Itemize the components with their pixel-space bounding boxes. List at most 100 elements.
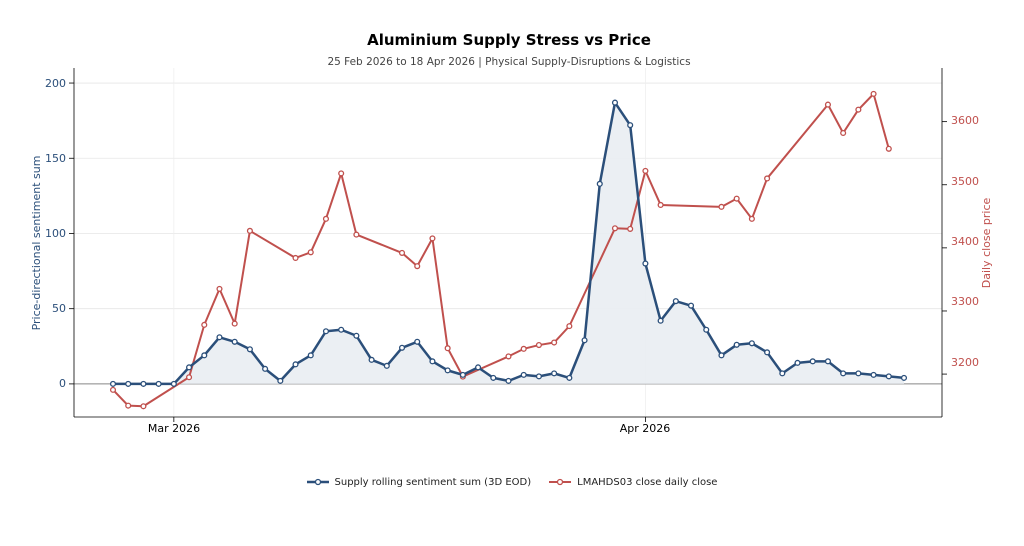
sentiment-point — [794, 359, 801, 366]
price-point — [566, 323, 573, 330]
sentiment-point — [733, 341, 740, 348]
price-point — [338, 170, 345, 177]
price-point — [246, 227, 253, 234]
price-point — [840, 129, 847, 137]
sentiment-point — [216, 334, 223, 341]
sentiment-point — [201, 352, 208, 359]
sentiment-point — [170, 380, 177, 387]
price-point — [109, 386, 117, 393]
sentiment-point — [246, 346, 253, 353]
legend-label-price: LMAHDS03 close daily close — [577, 476, 718, 488]
left-axis-label: Price-directional sentiment sum — [30, 156, 43, 331]
sentiment-point — [368, 356, 375, 363]
sentiment-point — [490, 374, 497, 381]
right-tick-label: 3400 — [951, 235, 979, 248]
sentiment-point — [231, 338, 238, 345]
sentiment-point — [277, 377, 284, 384]
sentiment-point — [870, 371, 877, 378]
price-point — [611, 225, 619, 232]
price-point — [201, 321, 208, 328]
left-tick-label: 200 — [45, 77, 66, 90]
x-tick-label: Apr 2026 — [620, 422, 671, 435]
chart-title: Aluminium Supply Stress vs Price — [367, 31, 651, 49]
sentiment-point — [581, 337, 588, 344]
x-axis-ticks: Mar 2026 Apr 2026 — [148, 422, 670, 435]
left-axis-ticks: 0 50 100 150 200 — [45, 77, 66, 390]
plot-frame — [73, 68, 943, 418]
sentiment-point — [687, 302, 695, 309]
sentiment-point — [353, 332, 360, 339]
sentiment-point — [611, 99, 619, 106]
sentiment-point — [748, 340, 755, 347]
sentiment-point — [459, 371, 466, 378]
sentiment-point — [764, 349, 771, 356]
price-line — [112, 92, 890, 408]
sentiment-point — [779, 370, 786, 377]
price-point — [505, 353, 512, 360]
price-point — [733, 195, 740, 202]
sentiment-point — [186, 364, 193, 371]
left-tick-label: 50 — [52, 302, 66, 315]
price-point — [855, 106, 862, 113]
left-tick-label: 100 — [45, 227, 66, 240]
sentiment-point — [824, 358, 831, 365]
sentiment-point — [657, 317, 664, 324]
sentiment-point — [840, 370, 847, 377]
legend-swatch-price — [549, 478, 572, 486]
price-point — [627, 225, 634, 232]
sentiment-point — [627, 122, 634, 129]
price-point — [444, 345, 451, 352]
grid — [69, 68, 947, 422]
sentiment-point — [596, 180, 603, 187]
price-point — [551, 339, 558, 346]
price-point — [353, 231, 360, 238]
price-point — [398, 249, 406, 256]
sentiment-point — [809, 358, 816, 365]
sentiment-point — [125, 380, 132, 387]
sentiment-point — [900, 374, 908, 381]
legend-item-sentiment: Supply rolling sentiment sum (3D EOD) — [306, 473, 532, 491]
legend: Supply rolling sentiment sum (3D EOD) LM… — [0, 473, 1024, 491]
sentiment-point — [338, 326, 345, 333]
right-tick-label: 3200 — [951, 356, 979, 369]
price-point — [748, 215, 755, 222]
right-tick-label: 3600 — [951, 114, 979, 127]
right-axis-label: Daily close price — [980, 198, 993, 289]
sentiment-point — [398, 344, 406, 351]
sentiment-point — [322, 328, 330, 335]
right-tick-label: 3500 — [951, 175, 979, 188]
sentiment-point — [155, 380, 162, 387]
sentiment-point — [718, 352, 725, 359]
price-point — [231, 320, 238, 327]
x-tick-label: Mar 2026 — [148, 422, 200, 435]
sentiment-point — [444, 367, 451, 374]
price-point — [718, 203, 725, 210]
sentiment-point — [429, 358, 436, 365]
price-point — [535, 342, 542, 349]
price-point — [642, 167, 649, 174]
price-point — [824, 101, 831, 108]
sentiment-point — [566, 374, 573, 381]
price-point — [885, 145, 892, 152]
chart-subtitle: 25 Feb 2026 to 18 Apr 2026 | Physical Su… — [327, 56, 690, 68]
sentiment-point — [520, 371, 527, 378]
sentiment-point — [140, 380, 147, 387]
price-point — [764, 175, 771, 182]
price-point — [322, 215, 330, 222]
price-point — [140, 403, 147, 410]
sentiment-point — [535, 373, 542, 380]
price-point — [520, 345, 527, 352]
legend-label-sentiment: Supply rolling sentiment sum (3D EOD) — [334, 476, 532, 488]
sentiment-point — [505, 377, 512, 384]
sentiment-point — [672, 298, 679, 305]
right-axis-ticks: 3200 3300 3400 3500 3600 — [951, 114, 979, 369]
price-point — [870, 90, 877, 97]
sentiment-point — [109, 380, 117, 387]
price-point — [125, 402, 132, 409]
price-point — [292, 254, 299, 262]
price-point — [186, 374, 193, 381]
sentiment-point — [642, 260, 649, 267]
price-point — [414, 263, 421, 270]
price-point — [216, 285, 223, 292]
